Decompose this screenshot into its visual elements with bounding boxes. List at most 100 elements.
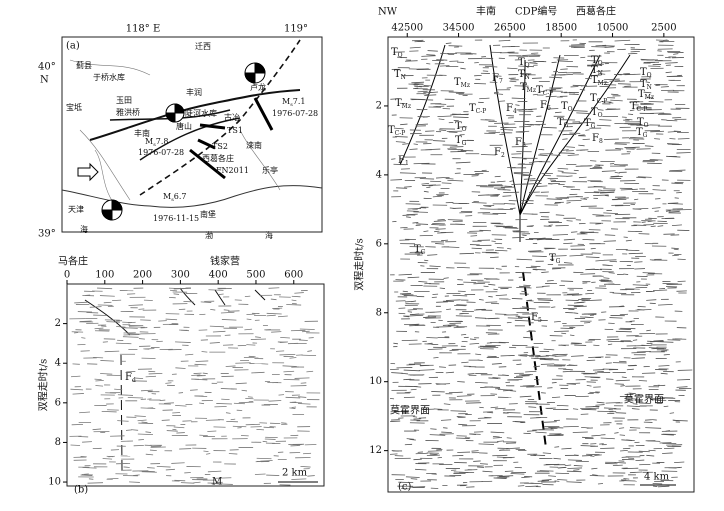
- reflector: [582, 138, 590, 141]
- reflector: [412, 222, 419, 224]
- reflector: [626, 405, 641, 407]
- reflector: [660, 86, 669, 88]
- reflector: [582, 238, 595, 241]
- reflector: [169, 289, 178, 292]
- horizon-label-sub: Mz: [461, 82, 470, 89]
- reflector: [442, 324, 456, 326]
- reflector: [614, 39, 631, 42]
- reflector: [673, 248, 679, 251]
- reflector: [599, 119, 612, 121]
- panel-label: (b): [74, 485, 88, 496]
- reflector: [195, 395, 208, 398]
- reflector: [79, 411, 90, 414]
- horizon-label-sub: G: [462, 140, 467, 147]
- reflector: [620, 188, 634, 191]
- horizon-label-sub: G: [556, 258, 561, 265]
- reflector: [636, 106, 652, 109]
- reflector: [579, 89, 586, 91]
- reflector: [398, 273, 412, 276]
- reflector: [246, 344, 256, 346]
- reflector: [251, 371, 265, 374]
- reflector: [563, 242, 573, 245]
- reflector: [516, 375, 530, 377]
- reflector: [532, 160, 543, 163]
- reflector: [488, 283, 496, 286]
- reflector: [95, 385, 104, 387]
- reflector: [578, 144, 585, 147]
- horizon-label-sub: G: [591, 123, 596, 130]
- reflector: [419, 178, 435, 180]
- reflector: [106, 321, 120, 323]
- place-name: 南堡: [200, 209, 216, 219]
- reflector: [671, 247, 679, 250]
- reflector: [671, 224, 682, 226]
- section-frame: [387, 36, 695, 493]
- reflector: [580, 198, 588, 200]
- horizon-label-sub: Mz: [598, 80, 607, 87]
- place-name: 卢龙: [250, 82, 266, 92]
- reflector: [597, 109, 604, 111]
- reflector: [522, 174, 530, 176]
- horizon-label: F5: [531, 312, 542, 324]
- reflector: [201, 351, 208, 353]
- reflector: [433, 140, 446, 142]
- reflector: [403, 315, 410, 318]
- reflector: [620, 449, 628, 452]
- reflector: [173, 293, 180, 295]
- reflector: [507, 317, 523, 319]
- horizon-label-main: T: [640, 79, 647, 90]
- reflector: [441, 239, 449, 242]
- reflector: [401, 488, 410, 490]
- reflector: [441, 182, 452, 184]
- seismic-line: [189, 97, 274, 180]
- reflector: [548, 182, 553, 185]
- reflector: [580, 316, 591, 318]
- reflector: [405, 216, 411, 218]
- place-name: 玉田: [116, 96, 132, 105]
- reflector: [658, 304, 673, 306]
- reflector: [566, 146, 575, 148]
- horizon-label-sub: C-P: [543, 90, 554, 97]
- reflector: [530, 482, 543, 485]
- reflector: [629, 427, 641, 429]
- reflector: [618, 427, 625, 429]
- horizon-label-main: F: [398, 155, 405, 166]
- reflector: [407, 208, 422, 210]
- reflector: [638, 402, 651, 404]
- reflector: [307, 475, 315, 477]
- reflector: [645, 427, 662, 429]
- reflector: [122, 327, 138, 329]
- reflector: [623, 478, 630, 480]
- reflector: [88, 478, 94, 480]
- horizon-label: F1: [398, 155, 409, 167]
- reflector: [500, 128, 514, 131]
- reflector: [578, 134, 585, 136]
- reflector: [571, 231, 578, 233]
- reflector: [437, 218, 445, 221]
- reflector: [662, 282, 679, 285]
- y-tick-label: 10: [369, 376, 382, 387]
- reflector: [156, 465, 171, 468]
- reflector: [532, 77, 542, 79]
- section-top-label: NW: [378, 7, 398, 18]
- reflector: [445, 42, 452, 44]
- reflector: [417, 68, 429, 70]
- reflector: [624, 398, 639, 400]
- reflector: [669, 412, 675, 414]
- horizon-label-sub: 3: [522, 142, 526, 149]
- reflector: [676, 386, 688, 388]
- reflector: [516, 287, 532, 289]
- reflector: [429, 311, 442, 313]
- reflector: [404, 186, 412, 188]
- horizon-label-main: F: [540, 100, 547, 111]
- horizon-label: F4: [506, 103, 517, 115]
- horizon-label-sub: O: [568, 106, 573, 113]
- horizon-label-main: T: [469, 103, 476, 114]
- reflector: [551, 306, 556, 308]
- reflector: [647, 220, 653, 223]
- reflector: [495, 268, 502, 270]
- reflector: [199, 434, 208, 437]
- reflector: [541, 479, 552, 481]
- reflector: [533, 365, 540, 368]
- reflector: [196, 374, 203, 377]
